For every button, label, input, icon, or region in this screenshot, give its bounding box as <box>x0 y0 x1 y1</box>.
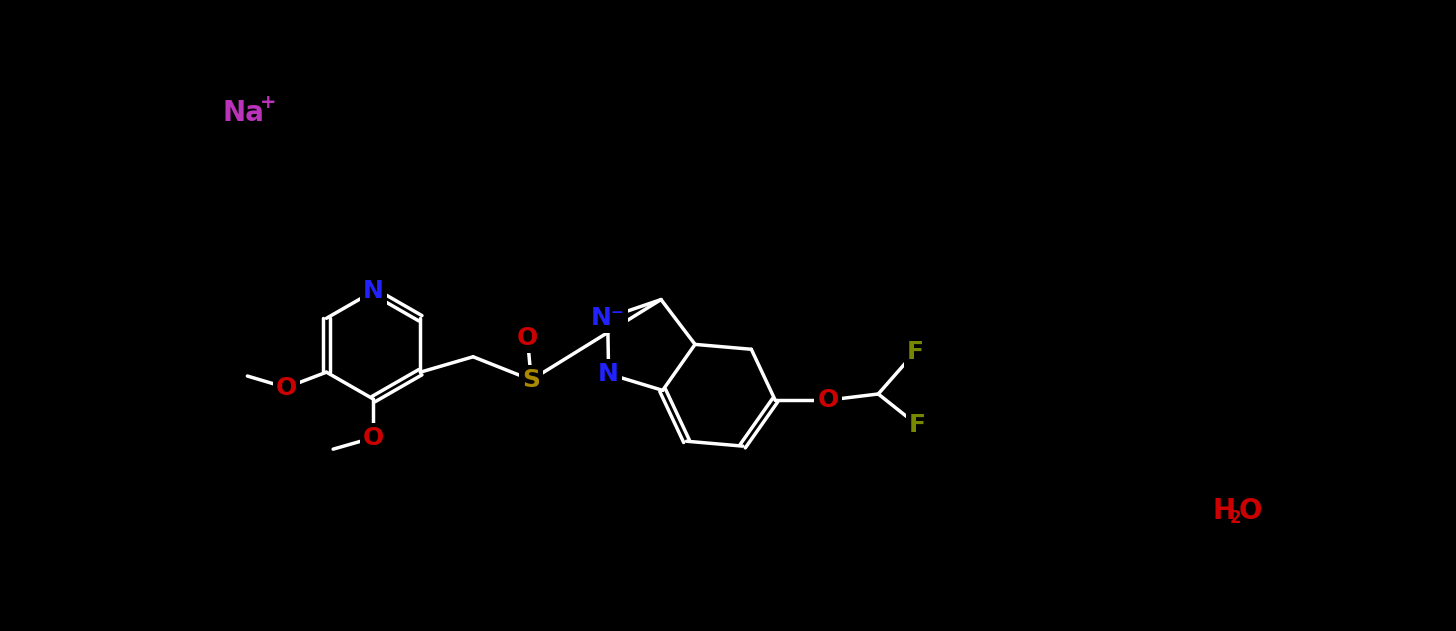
Text: S: S <box>523 368 540 392</box>
Text: O: O <box>817 388 839 412</box>
Text: F: F <box>909 413 926 437</box>
Text: F: F <box>907 339 925 363</box>
Text: N⁻: N⁻ <box>591 306 625 330</box>
Text: O: O <box>1238 497 1262 525</box>
Text: O: O <box>275 375 297 399</box>
Text: +: + <box>259 93 277 112</box>
Text: 2: 2 <box>1230 509 1242 528</box>
Text: O: O <box>363 426 384 450</box>
Text: H: H <box>1213 497 1236 525</box>
Text: N: N <box>598 362 619 386</box>
Text: O: O <box>517 326 537 350</box>
Text: Na: Na <box>223 98 264 127</box>
Text: N: N <box>363 280 384 304</box>
